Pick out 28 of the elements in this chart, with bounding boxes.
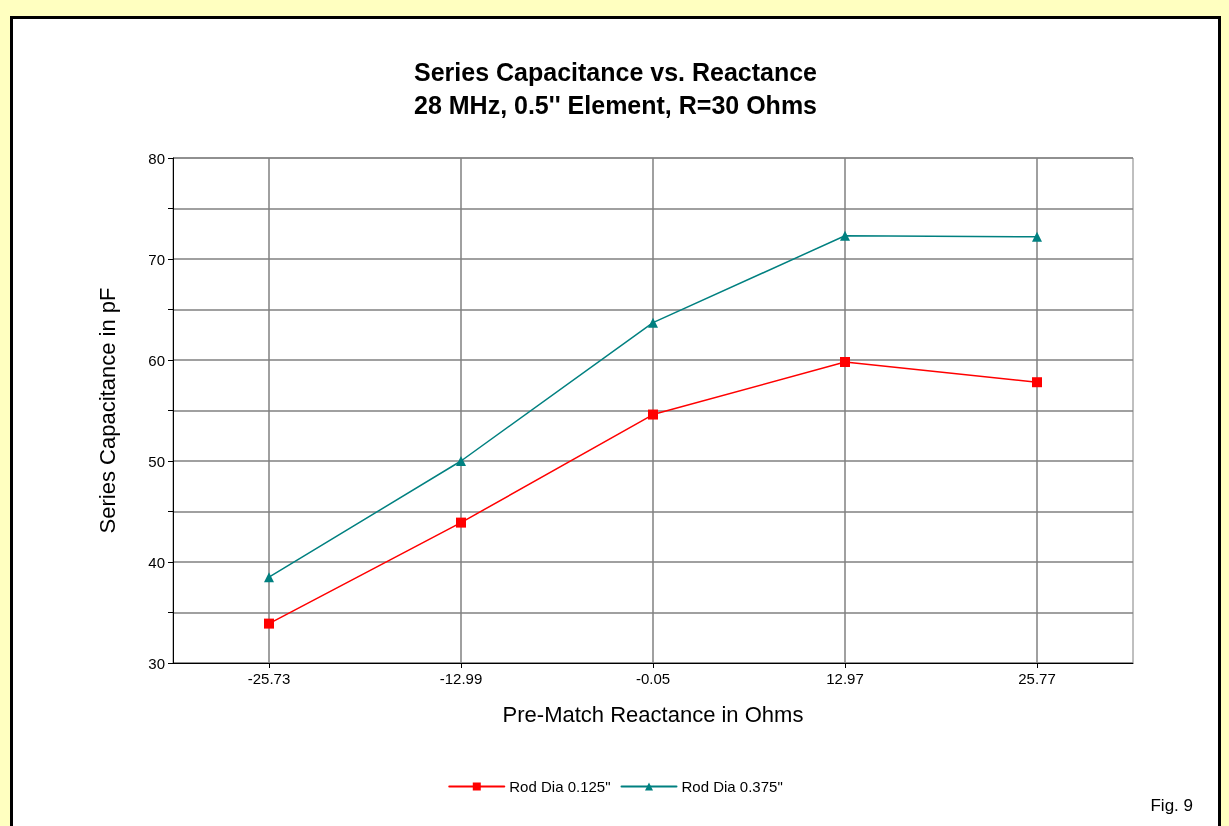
- legend-label: Rod Dia 0.375": [681, 778, 783, 795]
- chart-title: Series Capacitance vs. Reactance: [413, 57, 818, 86]
- point: [264, 618, 274, 629]
- chart-subtitle: 28 MHz, 0.5'' Element, R=30 Ohms: [413, 90, 818, 119]
- y-tick-label: 80: [148, 149, 165, 167]
- point: [1032, 231, 1042, 242]
- y-tick-label: 60: [148, 351, 165, 369]
- caption: Fig. 9: [1150, 796, 1194, 815]
- y-tick-label: 50: [148, 452, 165, 470]
- point: [1032, 377, 1042, 388]
- y-tick-label: 30: [148, 654, 165, 672]
- legend-label: Rod Dia 0.125": [509, 778, 611, 795]
- x-tick-label: -25.73: [247, 670, 291, 687]
- x-axis-title: Pre-Match Reactance in Ohms: [502, 701, 804, 727]
- y-axis-title: Series Capacitance in pF: [94, 287, 120, 534]
- y-tick-label: 70: [148, 250, 165, 268]
- x-tick-label: -12.99: [439, 670, 483, 687]
- point: [648, 409, 658, 420]
- point: [840, 230, 850, 241]
- y-tick-label: 40: [148, 553, 165, 571]
- x-tick-label: 25.77: [1018, 670, 1056, 687]
- point: [840, 357, 850, 368]
- point: [456, 456, 466, 466]
- point: [264, 572, 274, 583]
- x-tick-label: -0.05: [635, 670, 671, 687]
- point: [456, 517, 466, 528]
- x-tick-label: 12.97: [826, 670, 864, 687]
- point: [648, 317, 658, 328]
